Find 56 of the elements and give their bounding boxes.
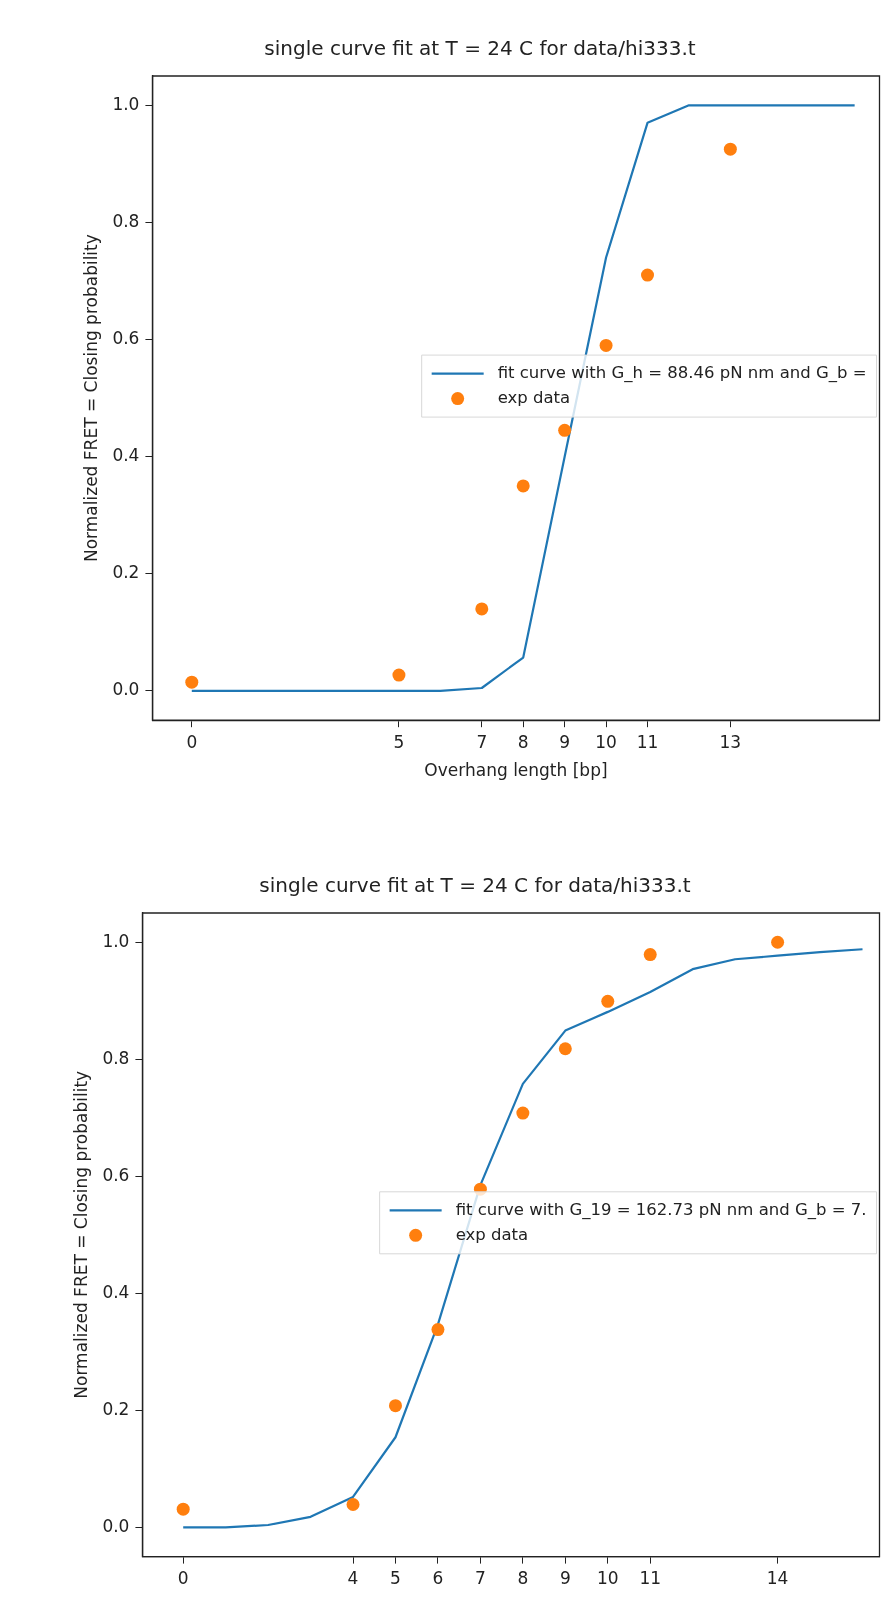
point	[558, 1042, 572, 1056]
chart-title: single curve fit at T = 24 C for data/hi333.t	[264, 36, 696, 61]
x-tick-label: 11	[636, 731, 659, 752]
x-tick-label: 8	[517, 1568, 529, 1589]
y-tick-label: 0.2	[112, 562, 140, 583]
x-tick-label: 8	[517, 731, 529, 752]
x-tick-label: 0	[186, 731, 198, 752]
y-tick-label: 0.4	[102, 1281, 130, 1302]
point	[431, 1323, 445, 1337]
point	[723, 142, 737, 156]
y-tick-label: 0.6	[102, 1164, 130, 1185]
point	[516, 479, 530, 493]
legend-label: exp data	[497, 387, 571, 407]
x-tick-label: 4	[347, 1568, 359, 1589]
legend-label: exp data	[455, 1224, 529, 1244]
legend-label: fit curve with G_h = 88.46 pN nm and G_b =	[497, 362, 867, 383]
x-axis-title: Overhang length [bp]	[424, 760, 608, 781]
chart-title: single curve fit at T = 24 C for data/hi333.t	[259, 873, 691, 898]
x-tick-label: 9	[559, 731, 571, 752]
x-tick-label: 10	[596, 1568, 619, 1589]
point	[601, 994, 615, 1008]
y-tick-label: 1.0	[102, 930, 130, 951]
point	[475, 602, 489, 616]
point	[643, 948, 657, 962]
y-tick-label: 0.8	[102, 1047, 130, 1068]
x-tick-label: 5	[393, 731, 405, 752]
x-tick-label: 14	[766, 1568, 789, 1589]
y-tick-label: 1.0	[112, 93, 140, 114]
y-axis-title: Normalized FRET = Closing probability	[80, 234, 101, 563]
point	[771, 935, 785, 949]
point	[185, 675, 199, 689]
x-tick-label: 10	[595, 731, 617, 752]
x-tick-label: 9	[559, 1568, 571, 1589]
point	[516, 1106, 530, 1120]
x-tick-label: 0	[177, 1568, 189, 1589]
x-tick-label: 5	[390, 1568, 401, 1589]
y-tick-label: 0.0	[102, 1515, 130, 1536]
point	[641, 268, 654, 282]
point	[346, 1498, 360, 1512]
y-axis-title: Normalized FRET = Closing probability	[70, 1070, 91, 1399]
point	[176, 1502, 190, 1516]
point	[392, 668, 406, 682]
point	[388, 1399, 402, 1413]
x-tick-label: 7	[476, 731, 488, 752]
point	[599, 338, 613, 352]
x-tick-label: 7	[474, 1568, 486, 1589]
legend-label: fit curve with G_19 = 162.73 pN nm and G_b = 7.	[455, 1199, 867, 1220]
x-tick-label: 11	[639, 1568, 662, 1589]
x-tick-label: 13	[719, 731, 742, 752]
y-tick-label: 0.8	[112, 210, 140, 231]
y-tick-label: 0.6	[112, 327, 140, 348]
y-tick-label: 0.4	[112, 445, 140, 466]
x-tick-label: 6	[432, 1568, 444, 1589]
y-tick-label: 0.2	[102, 1398, 130, 1419]
point	[558, 423, 572, 437]
y-tick-label: 0.0	[112, 679, 140, 700]
